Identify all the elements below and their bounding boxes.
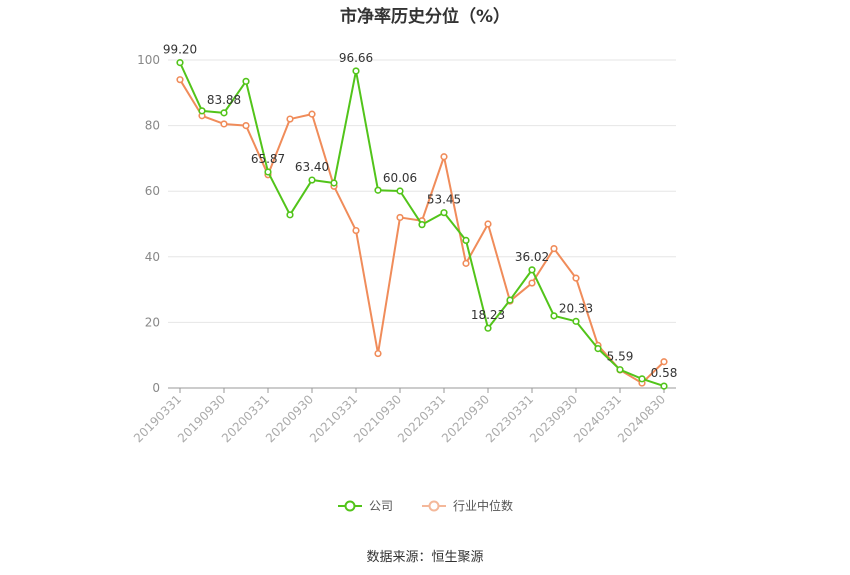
x-tick-label: 20240830 <box>615 392 668 445</box>
data-label: 65.87 <box>251 152 285 166</box>
data-point-industry <box>374 349 382 358</box>
data-label: 53.45 <box>427 193 461 207</box>
data-point-industry <box>352 226 360 235</box>
data-point-company <box>572 317 580 325</box>
legend-item-company[interactable]: 公司 <box>337 497 393 514</box>
data-label: 18.23 <box>471 308 505 322</box>
data-point-company <box>242 77 250 85</box>
data-point-industry <box>440 153 448 161</box>
data-point-company <box>638 375 646 383</box>
data-point-industry <box>220 120 228 128</box>
y-tick-label: 40 <box>145 250 160 264</box>
y-tick-label: 60 <box>145 184 160 198</box>
data-point-company <box>418 221 426 229</box>
source-note: 数据来源：恒生聚源 <box>366 550 484 565</box>
data-point-company <box>308 176 316 184</box>
data-point-company <box>594 345 602 353</box>
data-point-company <box>440 209 448 217</box>
data-point-company <box>528 266 536 274</box>
y-tick-label: 0 <box>152 381 160 395</box>
data-point-industry <box>572 274 580 282</box>
data-point-industry <box>308 110 316 118</box>
data-point-industry <box>484 220 492 228</box>
legend-item-industry[interactable]: 行业中位数 <box>421 497 513 514</box>
y-tick-label: 100 <box>137 53 160 67</box>
data-point-company <box>616 366 624 374</box>
data-point-company <box>550 312 558 320</box>
data-point-company <box>330 179 338 187</box>
data-point-company <box>506 296 514 304</box>
data-point-company <box>396 187 404 195</box>
data-point-company <box>374 186 382 194</box>
legend-label-company: 公司 <box>368 499 393 513</box>
data-point-industry <box>550 245 558 253</box>
data-label: 5.59 <box>607 350 634 364</box>
data-point-company <box>484 324 492 332</box>
chart-title: 市净率历史分位（%） <box>339 7 511 27</box>
y-tick-label: 20 <box>145 315 160 329</box>
data-labels: 99.20 83.88 65.87 63.40 96.66 60.06 53.45 18.23… <box>163 43 678 380</box>
series-lines <box>176 59 668 390</box>
data-label: 96.66 <box>339 51 373 65</box>
data-point-company <box>352 67 360 75</box>
data-point-industry <box>528 279 536 287</box>
legend-swatch-company <box>337 500 362 511</box>
data-label: 36.02 <box>515 250 549 264</box>
legend: 公司 行业中位数 <box>0 497 850 514</box>
data-label: 0.58 <box>651 366 678 380</box>
data-point-industry <box>242 121 250 130</box>
data-point-company <box>264 168 272 176</box>
data-label: 60.06 <box>383 171 417 185</box>
data-point-industry <box>462 259 470 267</box>
data-point-company <box>660 382 668 390</box>
data-point-company <box>198 107 206 115</box>
data-point-company <box>176 59 184 67</box>
legend-swatch-industry <box>422 500 446 511</box>
data-point-company <box>286 211 294 219</box>
data-point-company <box>462 236 470 244</box>
y-tick-label: 80 <box>145 119 160 133</box>
data-point-industry <box>660 358 668 366</box>
data-point-industry <box>286 115 294 123</box>
data-label: 20.33 <box>559 301 593 315</box>
legend-label-industry: 行业中位数 <box>453 499 514 513</box>
data-point-company <box>220 109 228 117</box>
data-label: 83.88 <box>207 93 241 107</box>
data-label: 63.40 <box>295 160 329 174</box>
data-label: 99.20 <box>163 43 197 57</box>
data-point-industry <box>396 213 404 222</box>
data-point-industry <box>176 76 184 84</box>
